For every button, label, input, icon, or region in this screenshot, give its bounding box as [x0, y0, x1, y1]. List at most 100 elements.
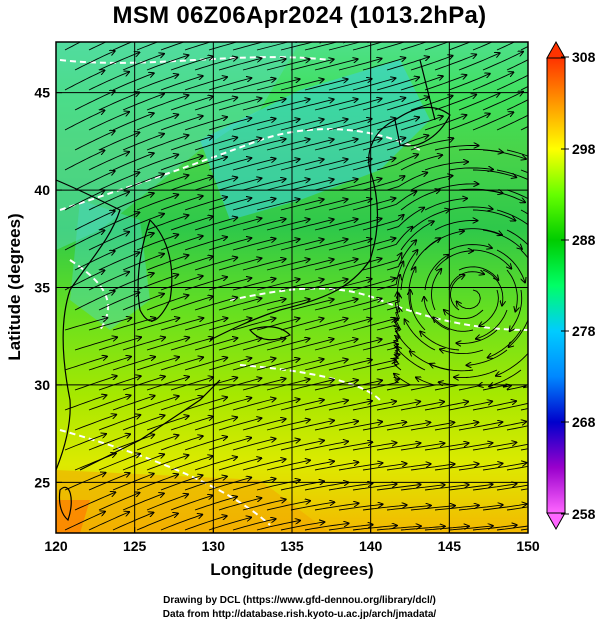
streamline — [74, 91, 115, 111]
streamline — [136, 75, 178, 91]
streamline — [88, 42, 107, 51]
streamline — [208, 478, 251, 491]
streamline — [122, 94, 164, 111]
coast-hokkaido — [394, 106, 451, 147]
streamline — [74, 415, 116, 431]
streamline — [232, 199, 276, 211]
streamline — [424, 526, 469, 531]
streamline — [304, 159, 348, 171]
streamline — [184, 437, 227, 451]
streamline — [314, 259, 358, 271]
streamline — [314, 219, 358, 231]
streamline — [410, 210, 450, 231]
streamline — [146, 215, 188, 231]
streamline — [170, 417, 213, 431]
streamline — [88, 434, 130, 451]
streamline — [280, 239, 324, 251]
streamline — [338, 463, 382, 471]
y-tick-label: 35 — [34, 280, 50, 296]
streamline — [122, 415, 165, 431]
streamline — [376, 354, 400, 371]
streamline — [314, 339, 358, 351]
streamline — [362, 215, 404, 231]
streamline — [328, 360, 372, 371]
streamline — [434, 184, 478, 191]
streamline — [386, 173, 427, 191]
streamline — [472, 42, 493, 51]
streamline — [290, 219, 334, 231]
streamline — [160, 76, 203, 91]
streamline — [496, 74, 528, 91]
colorbar-tick-label: 308 — [572, 49, 596, 65]
streamline — [314, 462, 358, 471]
streamline — [496, 249, 525, 282]
streamline — [184, 358, 227, 371]
streamline — [450, 275, 465, 311]
streamline — [472, 112, 513, 131]
streamline — [290, 259, 334, 271]
streamline — [146, 255, 188, 271]
streamline — [328, 42, 372, 51]
streamline — [467, 349, 508, 365]
streamline — [160, 156, 203, 171]
streamline — [434, 221, 477, 231]
streamline — [304, 42, 348, 51]
coast-kyushu-honshu — [209, 119, 396, 341]
streamline — [482, 229, 522, 249]
streamline — [242, 99, 286, 111]
streamline — [194, 218, 237, 231]
streamline — [194, 98, 237, 111]
streamline — [352, 158, 395, 171]
streamline — [392, 347, 401, 371]
streamline — [352, 42, 395, 51]
streamline — [146, 295, 188, 311]
streamline — [194, 457, 237, 471]
streamline — [376, 77, 419, 91]
streamline — [290, 461, 334, 471]
streamline — [256, 440, 300, 451]
streamline — [482, 269, 503, 306]
streamline — [218, 298, 261, 311]
streamline — [290, 299, 334, 311]
streamline — [506, 59, 528, 71]
x-tick-label: 150 — [516, 538, 540, 554]
streamline — [98, 172, 139, 191]
streamline — [208, 398, 251, 411]
streamline — [448, 114, 490, 131]
streamline — [194, 258, 237, 271]
streamline — [266, 179, 310, 191]
colorbar-bottom-triangle — [546, 512, 566, 531]
streamline — [376, 485, 421, 491]
streamline — [386, 135, 428, 151]
streamline — [376, 42, 406, 51]
streamline — [458, 228, 502, 235]
streamline — [242, 139, 286, 151]
streamline — [160, 116, 203, 131]
streamline — [218, 178, 261, 191]
streamline — [400, 402, 444, 411]
streamline — [256, 521, 300, 531]
streamline — [146, 55, 188, 71]
x-axis-label: Longitude (degrees) — [210, 560, 373, 579]
streamline — [88, 395, 131, 411]
streamline — [122, 493, 164, 511]
streamline — [424, 75, 466, 91]
streamline — [489, 369, 522, 387]
streamline — [376, 443, 420, 451]
streamline — [362, 138, 405, 151]
streamline — [410, 464, 455, 471]
streamline — [256, 42, 300, 51]
streamline — [456, 329, 498, 343]
streamline — [386, 374, 412, 391]
streamline — [122, 214, 164, 231]
streamline — [400, 485, 445, 491]
streamline — [122, 254, 164, 271]
streamline — [280, 279, 324, 291]
streamline — [242, 499, 286, 511]
streamline — [352, 319, 396, 331]
streamline — [170, 377, 213, 391]
streamline — [98, 493, 140, 511]
streamline — [280, 318, 324, 331]
wind-streamlines — [64, 42, 528, 531]
streamline — [112, 357, 155, 371]
